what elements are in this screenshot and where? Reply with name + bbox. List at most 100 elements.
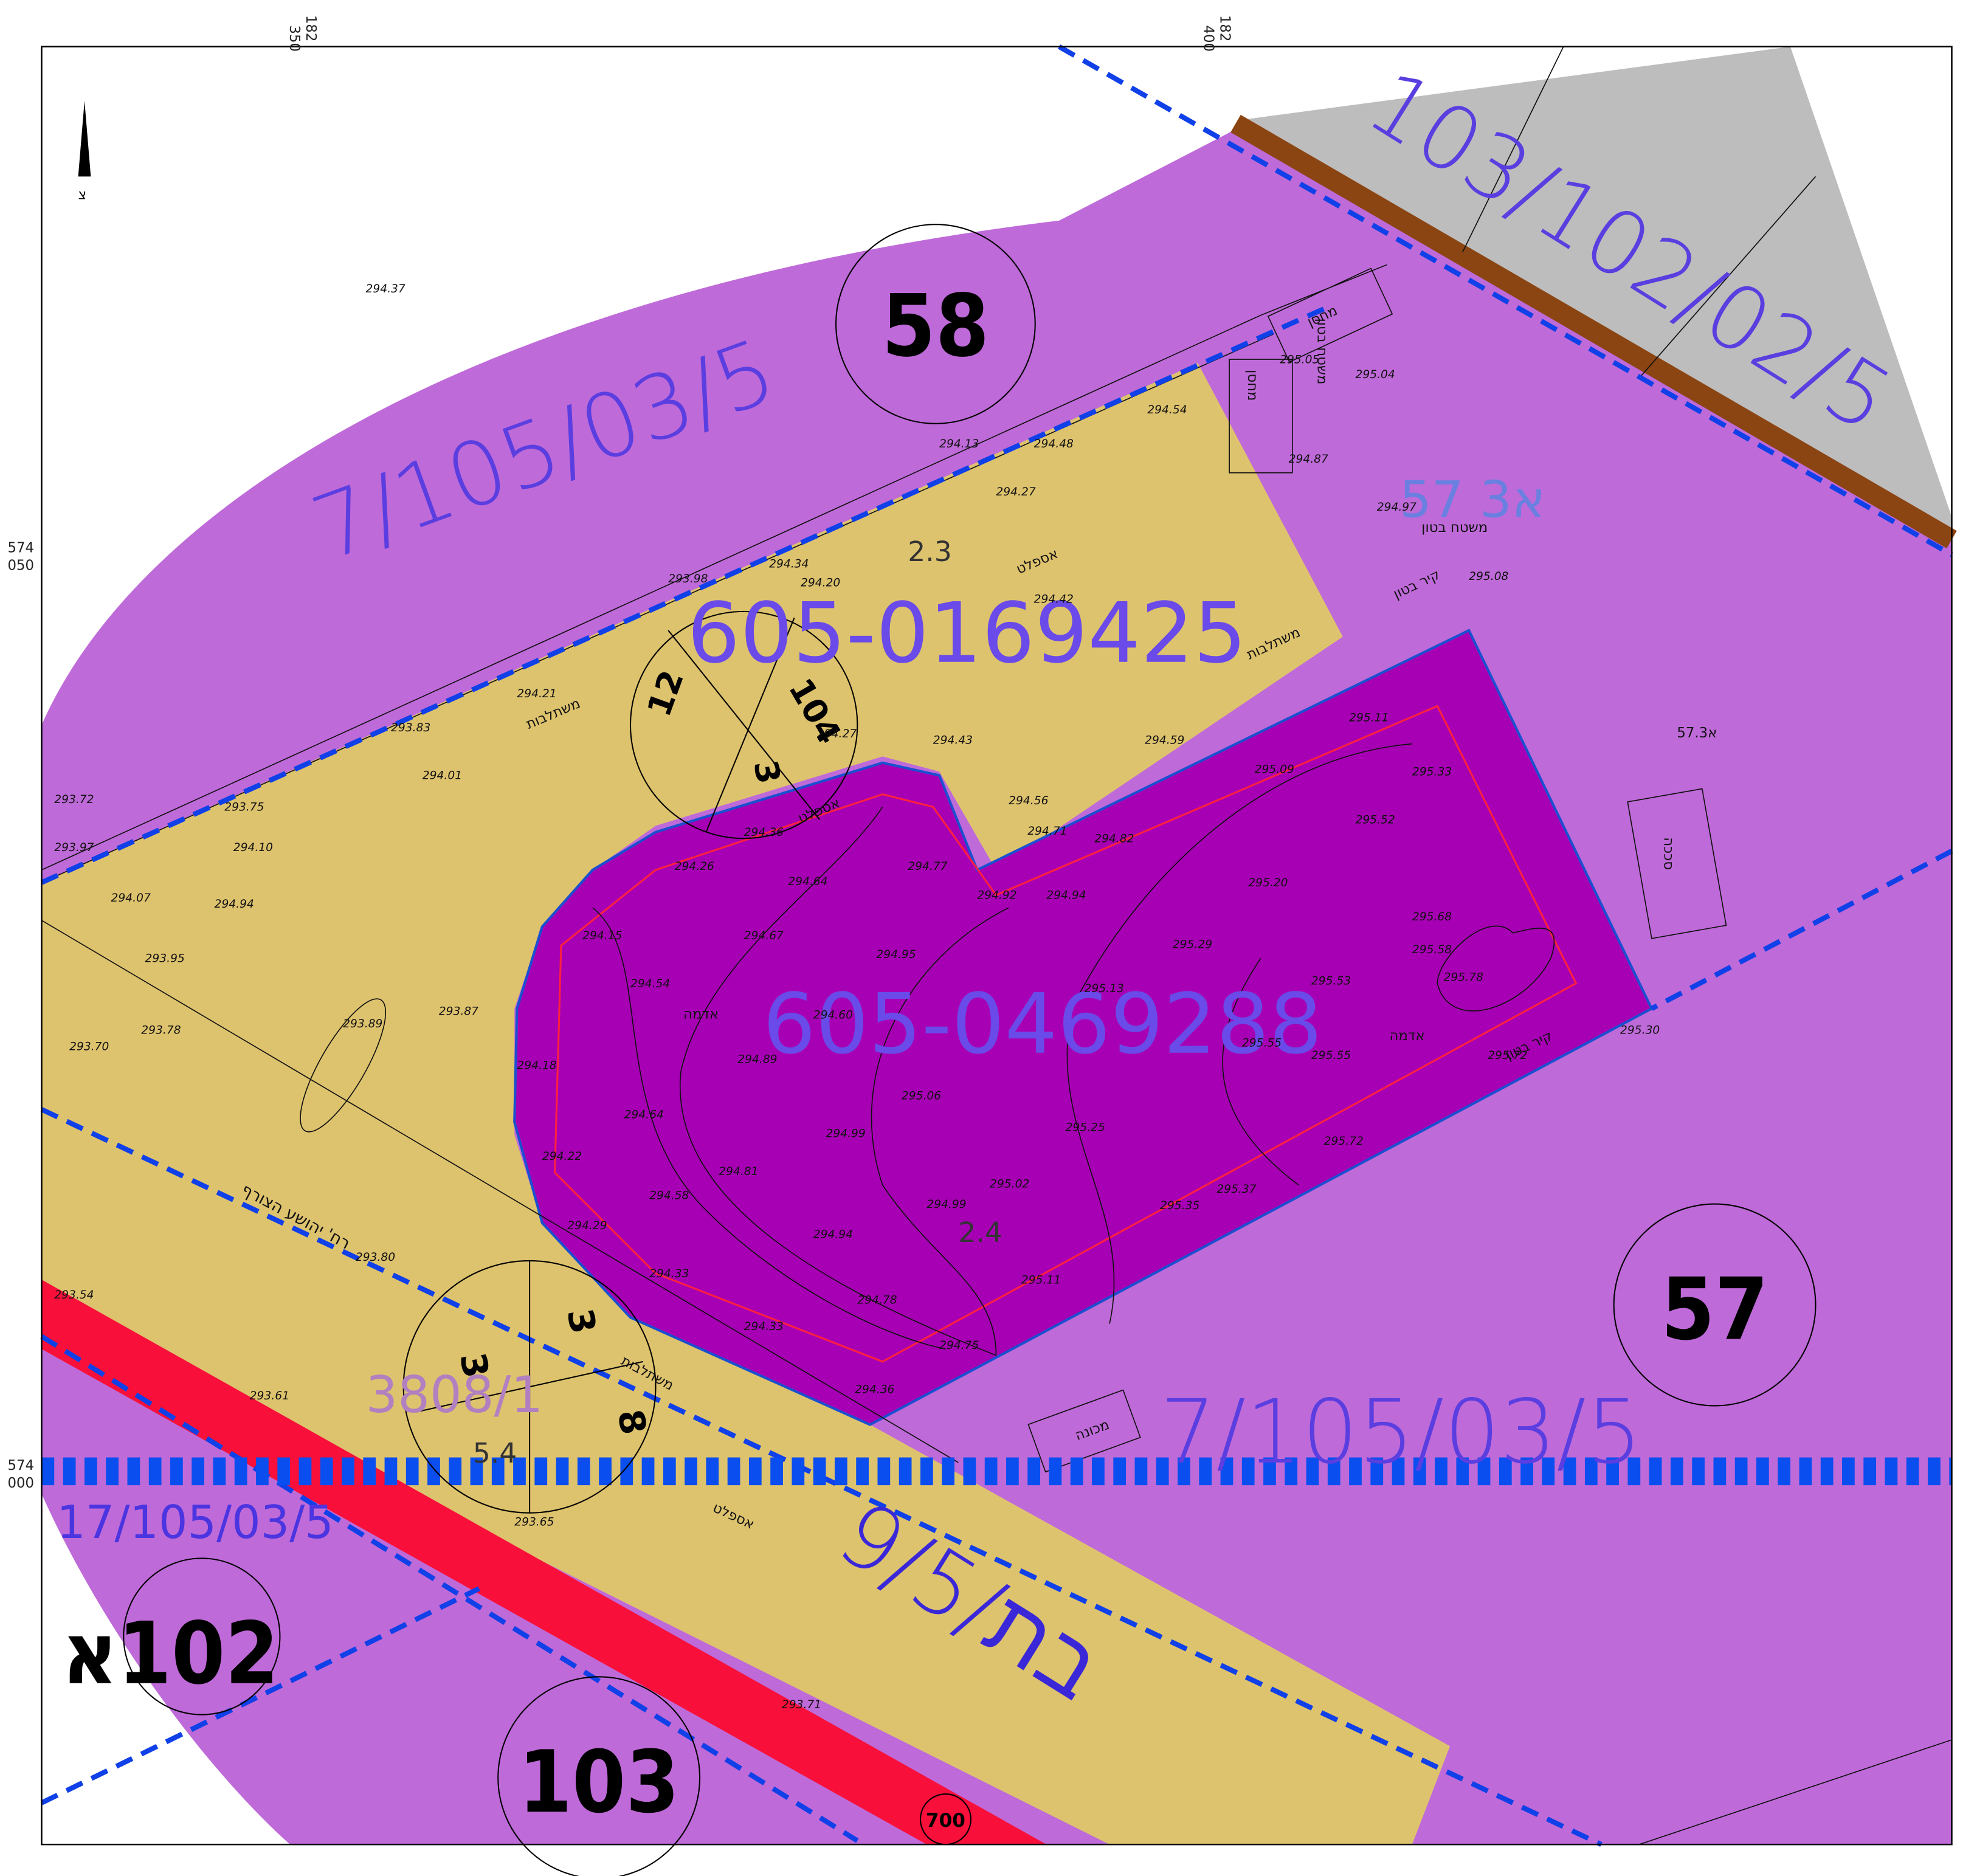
grid-label: 050 <box>7 557 34 573</box>
elevation-label: 294.94 <box>1046 889 1086 902</box>
elevation-label: 294.59 <box>1145 734 1184 747</box>
elevation-label: 295.05 <box>1280 353 1319 366</box>
elevation-label: 295.52 <box>1356 813 1395 826</box>
elevation-label: 295.55 <box>1311 1049 1351 1062</box>
elevation-label: 294.01 <box>423 770 462 782</box>
elevation-label: 294.18 <box>517 1060 556 1072</box>
note: סככה <box>1661 837 1677 870</box>
elevation-label: 294.89 <box>737 1053 777 1066</box>
parcel-number: 58 <box>882 277 990 376</box>
note: אדמה <box>683 1007 719 1022</box>
elevation-label: 295.06 <box>902 1089 941 1102</box>
elevation-label: 293.83 <box>391 722 430 734</box>
elevation-label: 295.11 <box>1349 711 1389 724</box>
elevation-label: 294.29 <box>567 1219 607 1232</box>
elevation-label: 293.80 <box>356 1251 395 1264</box>
elevation-label: 294.07 <box>111 892 151 905</box>
elevation-label: 293.89 <box>343 1018 382 1030</box>
elevation-label: 295.68 <box>1412 911 1452 923</box>
elevation-label: 294.99 <box>826 1128 865 1140</box>
north-label: צ <box>78 187 87 203</box>
elevation-label: 294.20 <box>801 576 840 589</box>
plan-label: 3808/1 <box>365 1365 543 1424</box>
plan-id: 605-0169425 <box>687 585 1246 682</box>
grid-label: 350 <box>286 25 302 52</box>
elevation-label: 295.53 <box>1311 975 1351 988</box>
elevation-label: 294.92 <box>977 889 1016 902</box>
plan-label: 7/105/03/5 <box>1160 1381 1642 1484</box>
grid-label: 000 <box>7 1475 34 1491</box>
elevation-label: 294.99 <box>926 1198 966 1211</box>
plan-label: 57.א3 <box>1677 725 1717 741</box>
elevation-label: 294.13 <box>939 438 979 450</box>
elevation-label: 294.54 <box>630 978 670 990</box>
elevation-label: 293.78 <box>141 1024 181 1037</box>
elevation-label: 295.25 <box>1066 1121 1105 1134</box>
parcel-number: 103 <box>519 1733 680 1832</box>
elevation-label: 294.56 <box>1009 795 1048 807</box>
elevation-label: 294.10 <box>233 841 273 854</box>
plan-id: 605-0469288 <box>763 976 1322 1073</box>
note: מחסן <box>1244 370 1260 401</box>
elevation-label: 293.87 <box>439 1005 478 1018</box>
elevation-label: 294.36 <box>744 826 784 839</box>
elevation-label: 294.87 <box>1289 453 1328 466</box>
elevation-label: 293.61 <box>250 1390 289 1402</box>
elevation-label: 295.35 <box>1160 1199 1199 1212</box>
elevation-label: 295.78 <box>1444 971 1483 984</box>
elevation-label: 294.64 <box>624 1109 664 1122</box>
elevation-label: 295.02 <box>990 1178 1029 1191</box>
elevation-label: 294.64 <box>788 875 827 888</box>
grid-label: 182 <box>1217 15 1233 42</box>
elevation-label: 294.77 <box>908 860 947 873</box>
elevation-label: 294.34 <box>769 557 809 570</box>
elevation-label: 295.37 <box>1216 1183 1256 1196</box>
elevation-label: 293.54 <box>54 1289 94 1302</box>
grid-label: 182 <box>303 15 319 42</box>
elevation-label: 294.48 <box>1034 438 1074 450</box>
parcel-number: 57 <box>1661 1260 1768 1360</box>
elevation-label: 294.60 <box>813 1009 853 1022</box>
elevation-label: 293.95 <box>145 952 185 965</box>
elevation-label: 294.27 <box>817 728 857 740</box>
note: משטח בטון <box>1421 520 1488 536</box>
elevation-label: 295.11 <box>1021 1274 1061 1286</box>
area-label: 2.3 <box>908 536 952 568</box>
elevation-label: 294.36 <box>855 1384 894 1396</box>
elevation-label: 293.98 <box>668 573 708 585</box>
plan-label: 17/105/03/5 <box>57 1496 333 1549</box>
elevation-label: 293.75 <box>224 801 264 814</box>
elevation-label: 295.09 <box>1255 763 1294 776</box>
elevation-label: 295.04 <box>1356 368 1395 381</box>
note: משטח בטון <box>1314 319 1330 385</box>
elevation-label: 295.72 <box>1324 1135 1364 1148</box>
road-marker <box>919 1793 972 1846</box>
elevation-label: 294.81 <box>719 1165 758 1178</box>
elevation-label: 294.33 <box>744 1320 784 1333</box>
elevation-label: 294.78 <box>857 1294 897 1306</box>
elevation-label: 294.97 <box>1377 501 1416 514</box>
road-number: 700 <box>926 1810 965 1832</box>
grid-label: 574 <box>7 1458 34 1474</box>
elevations: 294.37 294.13 294.48 294.27 294.54 293.98 294.… <box>54 283 1660 1711</box>
elevation-label: 295.13 <box>1085 982 1124 995</box>
area-label: 2.4 <box>958 1216 1002 1249</box>
elevation-label: 294.43 <box>933 734 973 747</box>
elevation-label: 295.08 <box>1469 570 1508 583</box>
elevation-label: 294.82 <box>1094 832 1134 845</box>
area-label: 5.4 <box>473 1437 517 1469</box>
elevation-label: 294.21 <box>517 688 556 700</box>
elevation-label: 294.54 <box>1147 404 1187 416</box>
elevation-label: 294.15 <box>582 929 622 942</box>
elevation-label: 294.22 <box>542 1150 582 1163</box>
elevation-label: 294.75 <box>939 1339 979 1352</box>
elevation-label: 295.30 <box>1620 1024 1660 1037</box>
elevation-label: 295.29 <box>1173 939 1212 951</box>
elevation-label: 295.72 <box>1488 1049 1527 1062</box>
elevation-label: 293.97 <box>54 841 94 854</box>
elevation-label: 293.72 <box>54 793 94 806</box>
parcel-number: 102א <box>61 1604 278 1704</box>
